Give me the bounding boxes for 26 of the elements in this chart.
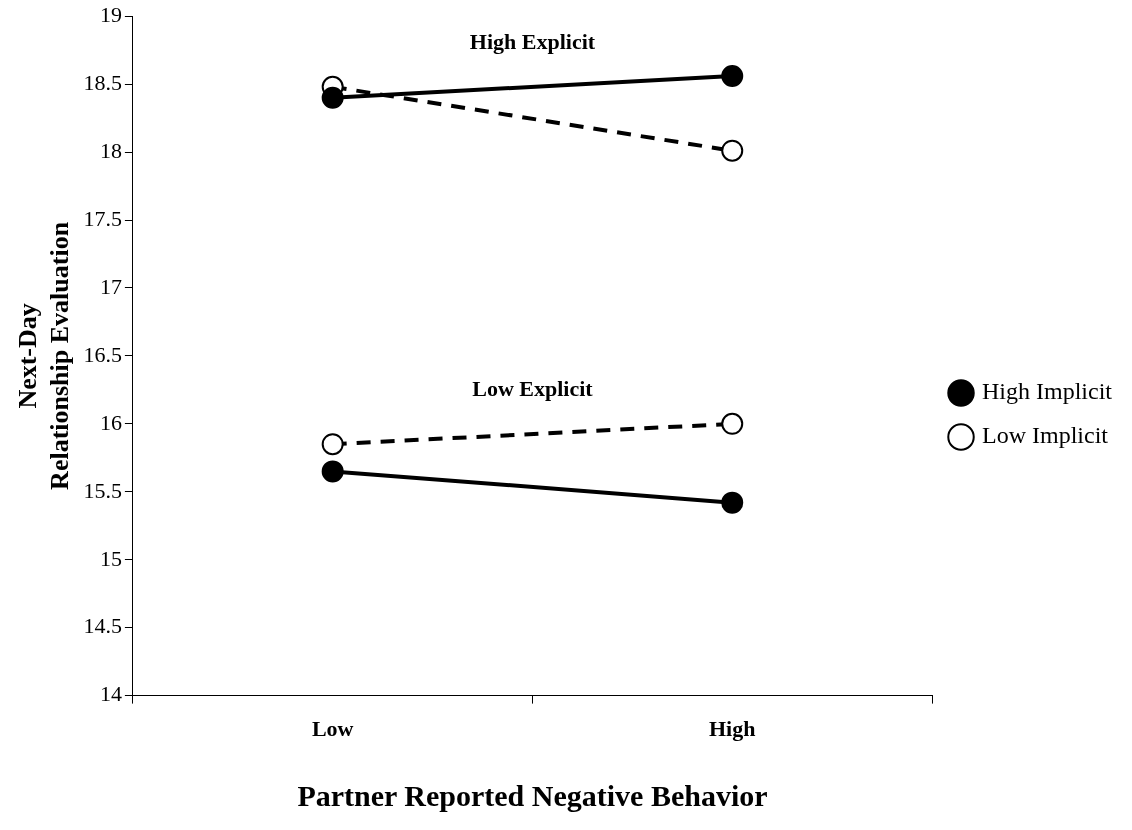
legend-label: High Implicit [982, 378, 1113, 405]
point [721, 64, 744, 87]
legend-label: Low Implicit [982, 422, 1109, 449]
point [321, 433, 344, 456]
point [721, 491, 744, 514]
point [721, 412, 744, 435]
y-tick-label: 17 [99, 273, 122, 299]
y-tick-label: 18.5 [83, 69, 122, 95]
y-tick-label: 16 [99, 409, 122, 435]
x-tick-label: High [709, 716, 756, 742]
point [721, 139, 744, 162]
point [321, 86, 344, 109]
y-tick-label: 19 [99, 1, 122, 27]
annotation: High Explicit [469, 29, 596, 55]
y-tick-label: 16.5 [83, 341, 122, 367]
y-tick-label: 14.5 [83, 613, 122, 639]
point [321, 460, 344, 483]
y-tick-label: 17.5 [83, 205, 122, 231]
y-tick-label: 14 [99, 681, 122, 707]
x-axis-title: Partner Reported Negative Behavior [297, 778, 768, 812]
y-axis-title: Next-Day Relationship Evaluation [13, 221, 74, 490]
y-tick-label: 18 [99, 137, 122, 163]
annotation: Low Explicit [472, 375, 594, 401]
y-tick-label: 15 [99, 545, 122, 571]
y-tick-label: 15.5 [83, 477, 122, 503]
x-tick-label: Low [311, 716, 354, 742]
